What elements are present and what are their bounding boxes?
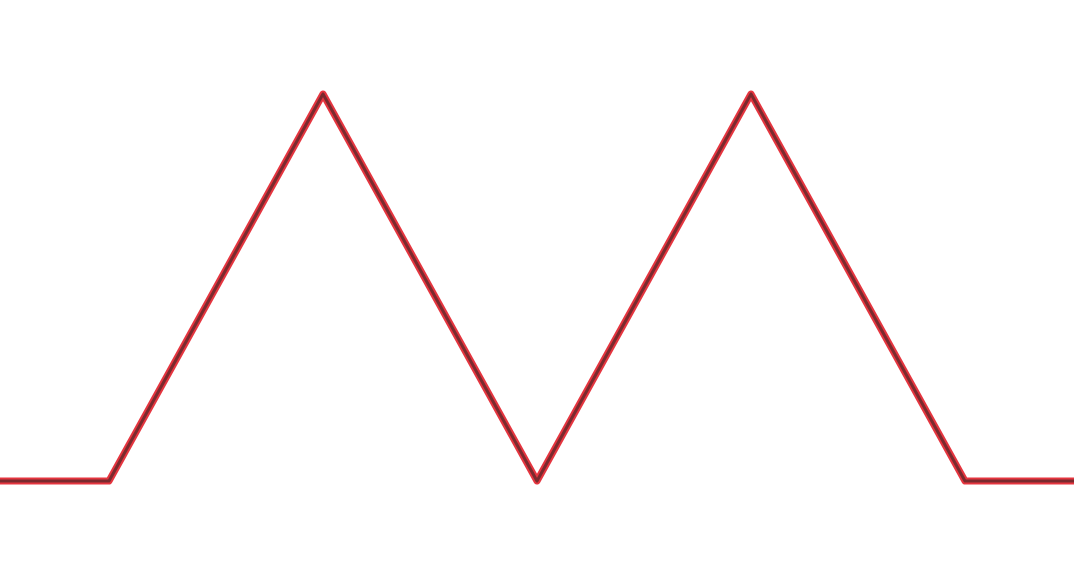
wave-line-outer <box>0 90 1074 485</box>
wave-line-inner <box>0 92 1074 483</box>
